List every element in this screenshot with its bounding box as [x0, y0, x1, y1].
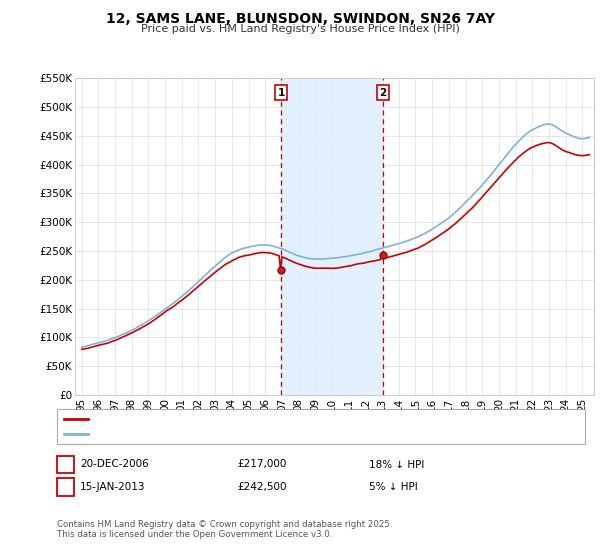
Text: 2: 2	[379, 88, 386, 98]
Text: 1: 1	[62, 459, 69, 469]
Text: 2: 2	[62, 482, 69, 492]
Text: 12, SAMS LANE, BLUNSDON, SWINDON, SN26 7AY: 12, SAMS LANE, BLUNSDON, SWINDON, SN26 7…	[106, 12, 494, 26]
Text: 1: 1	[278, 88, 285, 98]
Text: 18% ↓ HPI: 18% ↓ HPI	[369, 459, 424, 469]
Text: 5% ↓ HPI: 5% ↓ HPI	[369, 482, 418, 492]
Text: £242,500: £242,500	[237, 482, 287, 492]
Text: HPI: Average price, detached house, Swindon: HPI: Average price, detached house, Swin…	[92, 429, 319, 439]
Text: Price paid vs. HM Land Registry's House Price Index (HPI): Price paid vs. HM Land Registry's House …	[140, 24, 460, 34]
Text: £217,000: £217,000	[237, 459, 286, 469]
Text: Contains HM Land Registry data © Crown copyright and database right 2025.
This d: Contains HM Land Registry data © Crown c…	[57, 520, 392, 539]
Text: 20-DEC-2006: 20-DEC-2006	[80, 459, 149, 469]
Text: 12, SAMS LANE, BLUNSDON, SWINDON, SN26 7AY (detached house): 12, SAMS LANE, BLUNSDON, SWINDON, SN26 7…	[92, 413, 432, 423]
Text: 15-JAN-2013: 15-JAN-2013	[80, 482, 145, 492]
Bar	[281, 78, 383, 395]
